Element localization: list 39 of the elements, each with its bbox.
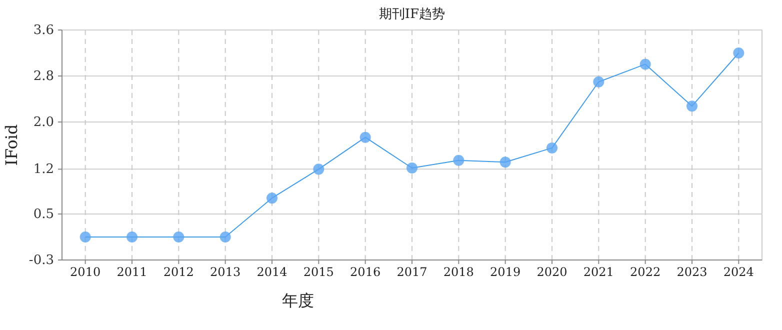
y-tick-label: -0.3	[28, 253, 54, 268]
x-tick-label: 2010	[70, 265, 101, 279]
y-tick-label: 0.5	[33, 207, 54, 222]
point	[453, 154, 464, 166]
x-tick-label: 2022	[630, 265, 661, 279]
x-tick-label: 2013	[210, 265, 241, 279]
x-tick-label: 2014	[256, 265, 288, 279]
x-tick-label: 2015	[303, 265, 334, 279]
point	[360, 132, 371, 143]
point	[686, 100, 698, 112]
point	[173, 232, 184, 242]
point	[266, 192, 278, 204]
point	[406, 162, 418, 174]
x-tick-label: 2019	[490, 265, 521, 279]
y-tick-label: 1.2	[33, 162, 54, 178]
point	[126, 232, 138, 242]
x-axis-title: 年度	[282, 291, 314, 310]
point	[220, 232, 231, 242]
chart-title: 期刊IF趋势	[378, 7, 446, 22]
x-tick-label: 2020	[536, 265, 568, 279]
y-tick-label: 3.6	[33, 23, 54, 38]
point	[500, 156, 511, 168]
y-axis-title: IFoid	[2, 124, 21, 166]
point	[593, 76, 604, 88]
point	[546, 142, 558, 154]
x-tick-label: 2021	[583, 265, 614, 279]
y-tick-label: 2.8	[33, 69, 54, 84]
x-tick-label: 2018	[443, 265, 474, 279]
x-tick-label: 2017	[396, 265, 428, 279]
y-tick-label: 2.0	[33, 115, 54, 130]
x-tick-label: 2024	[723, 265, 754, 279]
x-tick-label: 2011	[116, 265, 148, 279]
point	[313, 164, 324, 175]
point	[80, 232, 91, 242]
point	[640, 58, 651, 70]
x-tick-label: 2012	[163, 265, 194, 279]
x-tick-label: 2016	[350, 265, 381, 279]
point	[733, 48, 744, 58]
x-tick-label: 2023	[676, 265, 708, 279]
